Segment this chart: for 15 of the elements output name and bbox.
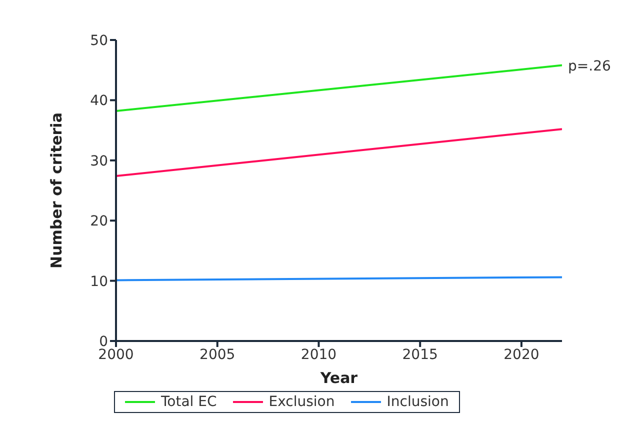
y-tick-label: 40 (90, 93, 108, 110)
y-tick-label: 50 (90, 32, 108, 49)
x-tick-label: 2020 (504, 346, 540, 363)
x-tick-label: 2005 (200, 346, 236, 363)
legend-label: Inclusion (386, 394, 449, 410)
legend-label: Total EC (161, 394, 217, 410)
y-axis-title: Number of criteria (47, 112, 66, 268)
legend-label: Exclusion (268, 394, 335, 410)
y-tick-label: 20 (90, 214, 108, 230)
y-tick-label: 30 (90, 153, 108, 170)
x-axis-title: Year (319, 369, 358, 387)
y-tick-label: 10 (90, 274, 108, 290)
x-tick-label: 2010 (300, 346, 337, 363)
x-tick-label: 2015 (402, 346, 438, 363)
annotation: p=.26 (568, 58, 611, 74)
